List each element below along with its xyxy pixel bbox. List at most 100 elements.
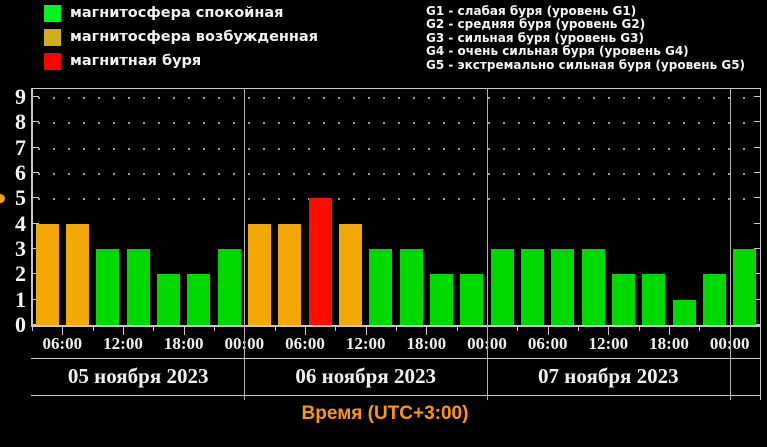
kp-bar xyxy=(399,249,423,325)
x-axis-tick xyxy=(62,327,64,335)
legend-swatch xyxy=(44,28,61,46)
y-axis-tick xyxy=(33,121,39,123)
x-axis-minor-tick xyxy=(517,327,519,331)
date-label: 06 ноября 2023 xyxy=(295,364,436,388)
plot-top-border xyxy=(32,88,760,89)
x-axis-tick-label: 12:00 xyxy=(345,334,386,353)
x-axis-tick xyxy=(426,327,428,335)
y-axis-tick xyxy=(33,146,39,148)
day-separator-line xyxy=(729,88,731,400)
x-axis-minor-tick xyxy=(396,327,397,331)
kp-bar xyxy=(126,249,150,325)
storm-level-key: G1 - слабая буря (уровень G1) G2 - средня… xyxy=(426,4,746,72)
x-axis-tick-label: 06:00 xyxy=(527,334,568,353)
y-axis-label: 0 xyxy=(15,312,26,337)
x-axis-tick-label: 00:00 xyxy=(709,334,750,353)
y-axis-label: 8 xyxy=(15,109,26,135)
x-axis-minor-tick xyxy=(335,327,337,331)
y-axis-tick-right xyxy=(754,324,760,325)
x-axis-tick xyxy=(305,327,306,335)
x-axis-tick-label: 00:00 xyxy=(467,334,507,353)
x-axis-tick xyxy=(669,327,670,335)
kp-bar xyxy=(278,223,302,325)
y-axis-tick-right xyxy=(754,248,760,249)
x-axis-minor-tick xyxy=(274,327,276,331)
x-axis-tick xyxy=(123,327,124,335)
kp-bar xyxy=(642,274,666,325)
kp-bar xyxy=(733,249,757,325)
x-axis-tick xyxy=(608,327,610,335)
legend-item: магнитная буря xyxy=(44,52,318,70)
y-axis-label: 2 xyxy=(15,261,26,287)
y-axis-label: 5 xyxy=(15,185,26,211)
y-axis-tick-right xyxy=(754,298,760,300)
grid-dotted-line xyxy=(38,147,754,150)
x-axis-minor-tick xyxy=(32,327,33,331)
kp-bar xyxy=(672,299,696,325)
legend-item: магнитосфера возбужденная xyxy=(44,28,318,46)
kp-bar xyxy=(490,249,514,325)
y-axis-tick-right xyxy=(754,197,760,199)
kp-bar xyxy=(96,249,120,325)
grid-dotted-line xyxy=(38,173,754,175)
kp-bar xyxy=(35,223,59,325)
x-axis-line xyxy=(31,325,761,327)
x-axis-minor-tick xyxy=(578,327,579,331)
legend-swatch xyxy=(44,4,61,22)
x-axis-minor-tick xyxy=(638,327,640,331)
x-axis-minor-tick xyxy=(153,327,155,331)
x-axis-tick xyxy=(365,327,367,335)
y-axis-tick xyxy=(33,197,39,199)
x-axis-tick-label: 12:00 xyxy=(103,334,143,353)
grid-dotted-line xyxy=(38,122,754,125)
legend-label: магнитосфера возбужденная xyxy=(70,29,319,45)
plot-right-border xyxy=(760,88,761,400)
x-axis-tick-label: 00:00 xyxy=(224,334,265,353)
day-separator-line xyxy=(487,88,488,400)
storm-level-line: G5 - экстремально сильная буря (уровень … xyxy=(426,57,746,72)
y-axis-tick-right xyxy=(754,96,760,97)
kp-bar xyxy=(429,274,454,325)
y-axis-label: 6 xyxy=(15,160,26,185)
kp-bar xyxy=(187,274,211,325)
x-axis-tick-label: 18:00 xyxy=(649,334,689,353)
y-axis-tick-right xyxy=(754,172,760,173)
x-axis-minor-tick xyxy=(699,327,701,331)
y-axis-line xyxy=(31,88,33,325)
kp-bar xyxy=(551,249,575,325)
legend: магнитосфера спокойная магнитосфера возбу… xyxy=(44,4,318,70)
date-band-top-rule xyxy=(31,358,761,359)
storm-level-line: G4 - очень сильная буря (уровень G4) xyxy=(426,44,689,59)
x-axis-tick-label: 12:00 xyxy=(588,334,629,353)
storm-level-line: G2 - средняя буря (уровень G2) xyxy=(426,17,646,32)
x-axis-tick-label: 06:00 xyxy=(285,334,325,353)
x-axis-minor-tick xyxy=(456,327,458,331)
x-axis-tick-label: 18:00 xyxy=(163,334,204,353)
y-axis-label: 4 xyxy=(15,210,26,236)
x-axis-tick-label: 06:00 xyxy=(42,334,83,353)
x-axis-tick xyxy=(183,327,185,335)
y-axis-tick xyxy=(33,172,39,173)
y-axis-tick xyxy=(33,96,39,97)
kp-bar xyxy=(581,249,605,325)
y-axis-label: 1 xyxy=(15,286,26,312)
kp-bar xyxy=(369,249,393,325)
storm-level-line: G3 - сильная буря (уровень G3) xyxy=(426,30,644,45)
date-label: 05 ноября 2023 xyxy=(67,364,209,388)
x-axis-minor-tick xyxy=(214,327,215,331)
legend-label: магнитосфера спокойная xyxy=(70,5,284,21)
grid-dotted-line xyxy=(38,97,754,99)
x-axis-tick xyxy=(547,327,549,335)
grid-dotted-line xyxy=(38,198,754,201)
kp-bar xyxy=(156,274,181,325)
storm-level-line: G1 - слабая буря (уровень G1) xyxy=(426,4,637,18)
y-axis-tick-right xyxy=(754,146,760,148)
x-axis-title: Время (UTC+3:00) xyxy=(301,403,469,424)
legend-label: магнитная буря xyxy=(70,53,202,69)
y-axis-label: 9 xyxy=(15,84,26,109)
y-axis-tick-right xyxy=(754,222,760,224)
legend-item: магнитосфера спокойная xyxy=(44,4,318,22)
day-separator-line xyxy=(244,88,246,400)
